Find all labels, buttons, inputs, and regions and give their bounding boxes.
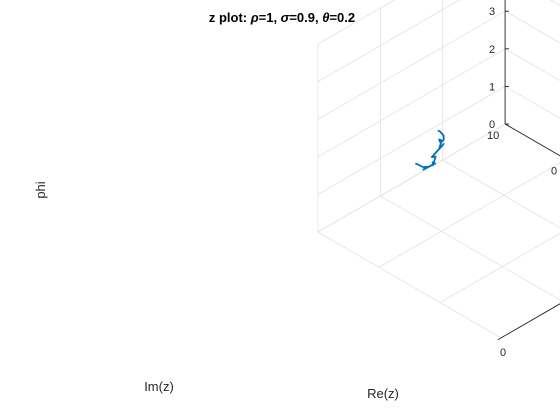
x-tick-mark: [497, 337, 502, 341]
axes-box: [500, 0, 560, 339]
title-rho-symbol: ρ: [250, 10, 259, 25]
z-tick-label: 3: [489, 6, 495, 18]
title-rho-value: =1,: [259, 10, 281, 25]
z-tick-label: 2: [489, 44, 495, 56]
grid-line-side-z: [504, 10, 560, 44]
grid-line-wall-z: [317, 123, 506, 233]
series-layer: [414, 129, 445, 171]
grid-line-side-z: [504, 48, 560, 82]
grid-line-wall-z: [317, 0, 396, 45]
grid-line-floor-x: [380, 195, 560, 301]
chart-title: z plot: ρ=1, σ=0.9, θ=0.2: [209, 10, 355, 25]
title-sigma-value: =0.9,: [289, 10, 322, 25]
y-tick-label: 0: [551, 165, 557, 177]
grid-line-floor-x: [442, 159, 560, 229]
y-axis-label: Im(z): [144, 379, 174, 394]
grid-line-wall-z: [317, 48, 506, 158]
grid-line-floor-y: [500, 303, 560, 339]
title-prefix: z plot:: [209, 10, 251, 25]
grid-line-floor-x: [317, 231, 502, 339]
title-sigma-symbol: σ: [281, 10, 291, 25]
tick-labels: -15-10-50-20-10010012345: [487, 6, 557, 359]
y-tick-label: 10: [487, 130, 499, 142]
title-theta-symbol: θ: [322, 10, 329, 25]
grid-lines: [317, 0, 560, 339]
x-axis-line: [500, 303, 560, 339]
z-axis-label: phi: [33, 181, 48, 198]
series-line: [414, 129, 445, 171]
grid-line-floor-y: [439, 232, 560, 303]
grid-line-side-z: [504, 86, 560, 119]
x-tick-label: 0: [500, 347, 506, 359]
grid-line-side-z: [505, 0, 560, 42]
x-axis-label: Re(z): [367, 386, 399, 401]
title-theta-value: =0.2: [329, 10, 355, 25]
grid-line-wall-z: [317, 86, 506, 195]
y-axis-line: [504, 123, 560, 157]
grid-line-wall-z: [317, 10, 506, 120]
z-tick-label: 0: [489, 119, 495, 131]
grid-line-floor-y: [378, 162, 560, 268]
grid-line-wall-z: [317, 0, 461, 82]
z-tick-label: 1: [489, 81, 495, 93]
grid-line-side-z: [549, 0, 560, 6]
